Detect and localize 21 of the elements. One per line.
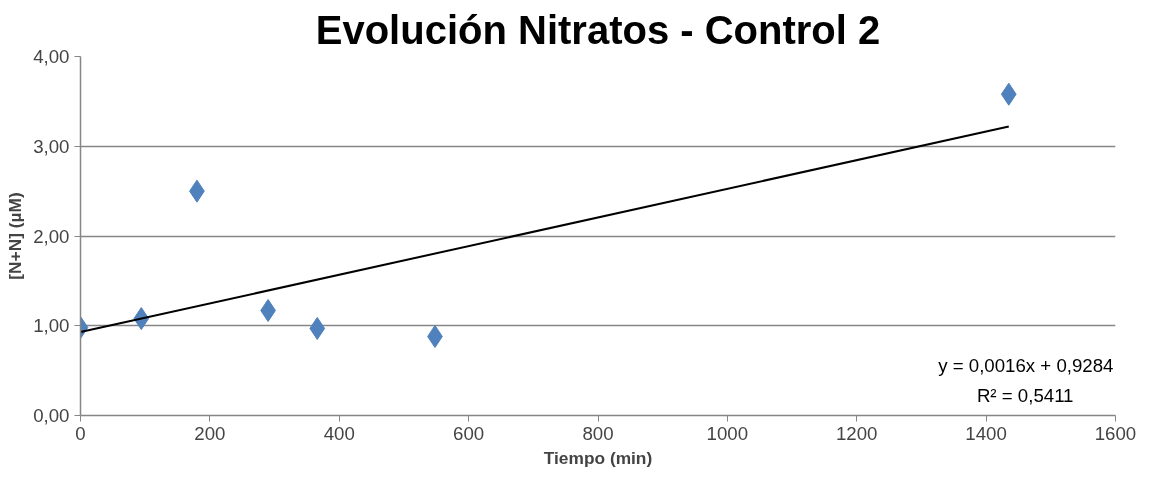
x-tick-label: 0 (75, 422, 86, 444)
y-tick-label: 3,00 (33, 135, 70, 157)
x-tick-label: 400 (323, 422, 355, 444)
point (1000, 82, 1017, 106)
annotation: R² = 0,5411 (976, 384, 1074, 406)
y-axis-title: [N+N] (µM) (5, 192, 26, 280)
y-tick-label: 0,00 (33, 405, 70, 426)
y-tick-label: 1,00 (33, 315, 70, 337)
x-tick-label: 200 (194, 422, 226, 444)
x-tick-label: 800 (582, 422, 614, 444)
x-tick-label: 1000 (706, 422, 749, 444)
y-tick-label: 2,00 (33, 225, 70, 247)
x-tick-label: 600 (453, 422, 485, 444)
annotation: y = 0,0016x + 0,9284 (938, 354, 1114, 376)
x-tick-label: 1400 (965, 422, 1007, 444)
x-tick-label: 1600 (1094, 422, 1137, 444)
point (309, 316, 326, 340)
x-axis-title: Tiempo (min) (543, 447, 653, 468)
y-tick-label: 4,00 (33, 46, 70, 67)
chart-title: Evolución Nitratos - Control 2 (315, 7, 881, 52)
x-tick-label: 1200 (836, 422, 878, 444)
